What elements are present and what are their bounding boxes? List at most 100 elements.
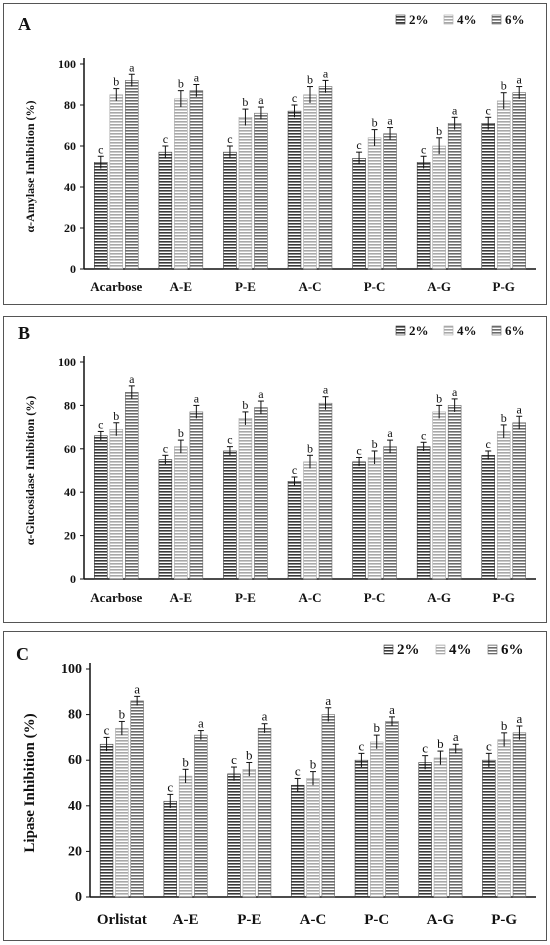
bar-a-e-4pct xyxy=(178,775,193,898)
legend-label: 2% xyxy=(409,12,429,27)
bar-a-e-2pct xyxy=(158,459,173,580)
significance-letter: a xyxy=(323,66,329,80)
significance-letter: b xyxy=(246,747,253,762)
bar-a-e-4pct xyxy=(174,446,188,580)
bar-acarbose-4pct xyxy=(109,94,124,270)
legend-label: 6% xyxy=(501,642,524,658)
y-tick-label: 100 xyxy=(61,662,82,677)
significance-letter: a xyxy=(258,93,264,107)
y-tick-label: 0 xyxy=(70,572,76,586)
bar-p-g-4pct xyxy=(496,431,511,580)
significance-letter: a xyxy=(194,391,200,405)
significance-letter: c xyxy=(98,142,103,156)
significance-letter: b xyxy=(436,124,442,138)
category-label: P-C xyxy=(364,279,386,294)
significance-letter: a xyxy=(387,114,393,128)
significance-letter: c xyxy=(98,417,103,431)
category-label: P-E xyxy=(235,590,256,605)
bar-p-e-6pct xyxy=(257,727,272,898)
significance-letter: b xyxy=(113,409,119,423)
legend-swatch xyxy=(383,644,394,655)
significance-letter: c xyxy=(359,738,365,753)
bar-p-e-6pct xyxy=(254,112,268,270)
significance-letter: b xyxy=(182,754,189,769)
bar-p-g-6pct xyxy=(512,92,526,270)
category-label: A-E xyxy=(173,912,199,928)
bar-p-g-2pct xyxy=(481,123,495,270)
category-label: A-E xyxy=(170,590,192,605)
bar-p-c-6pct xyxy=(383,446,397,580)
bar-p-g-4pct xyxy=(496,100,511,270)
y-tick-label: 80 xyxy=(68,708,82,723)
significance-letter: a xyxy=(452,385,458,399)
bar-p-g-6pct xyxy=(512,732,527,898)
y-tick-label: 40 xyxy=(64,485,76,499)
significance-letter: c xyxy=(163,132,168,146)
significance-letter: c xyxy=(486,103,491,117)
bar-p-g-2pct xyxy=(481,455,495,580)
significance-letter: c xyxy=(486,738,492,753)
category-label: Acarbose xyxy=(90,279,142,294)
bar-a-c-2pct xyxy=(287,110,302,270)
significance-letter: a xyxy=(129,372,135,386)
significance-letter: b xyxy=(119,706,126,721)
legend-swatch xyxy=(491,325,502,336)
bar-acarbose-4pct xyxy=(109,428,124,580)
bar-p-e-2pct xyxy=(227,773,241,898)
panel-label: A xyxy=(18,14,31,34)
chart-panel-c: C Lipase Inhibition (%) 0 20 40 60 80 100 c b a Orl… xyxy=(3,631,547,941)
category-label: P-G xyxy=(493,279,515,294)
category-label: Orlistat xyxy=(97,912,147,928)
bar-a-g-6pct xyxy=(447,405,462,580)
significance-letter: b xyxy=(307,441,313,455)
significance-letter: c xyxy=(486,437,491,451)
y-axis-label: Lipase Inhibition (%) xyxy=(22,713,38,852)
category-label: Acarbose xyxy=(90,590,142,605)
bar-a-g-4pct xyxy=(433,757,448,898)
significance-letter: c xyxy=(295,763,301,778)
category-label: A-C xyxy=(298,590,321,605)
category-label: A-E xyxy=(170,279,192,294)
category-label: A-G xyxy=(427,279,451,294)
category-label: P-C xyxy=(364,590,386,605)
bar-orlistat-2pct xyxy=(99,743,114,898)
y-tick-label: 60 xyxy=(64,139,76,153)
bar-a-e-6pct xyxy=(189,411,204,580)
y-tick-label: 100 xyxy=(58,355,76,369)
bar-p-e-4pct xyxy=(242,769,256,898)
bar-a-c-4pct xyxy=(303,94,317,270)
legend-label: 6% xyxy=(505,323,525,338)
significance-letter: b xyxy=(310,757,317,772)
chart-a: Aα-Amylase Inhibition (%)020406080100cba… xyxy=(18,12,536,294)
significance-letter: a xyxy=(517,711,523,726)
y-tick-label: 0 xyxy=(75,890,82,905)
category-label: P-G xyxy=(491,912,517,928)
category-label: P-E xyxy=(237,912,261,928)
y-tick-label: 40 xyxy=(68,799,82,814)
bar-acarbose-2pct xyxy=(94,162,108,270)
significance-letter: b xyxy=(436,391,442,405)
legend-label: 2% xyxy=(409,323,429,338)
bar-p-g-4pct xyxy=(497,739,511,898)
significance-letter: a xyxy=(387,426,393,440)
significance-letter: b xyxy=(178,426,184,440)
significance-letter: a xyxy=(453,729,459,744)
bar-p-e-4pct xyxy=(238,117,253,270)
significance-letter: b xyxy=(373,720,380,735)
y-tick-label: 60 xyxy=(64,442,76,456)
y-axis-label: α-Amylase Inhibition (%) xyxy=(23,100,37,232)
bar-a-g-4pct xyxy=(432,411,446,580)
bar-a-e-4pct xyxy=(174,98,188,270)
bar-orlistat-6pct xyxy=(130,700,144,898)
bar-p-g-6pct xyxy=(512,422,526,580)
significance-letter: c xyxy=(356,138,361,152)
category-label: A-C xyxy=(298,279,321,294)
category-label: A-C xyxy=(300,912,327,928)
significance-letter: b xyxy=(372,116,378,130)
significance-letter: a xyxy=(325,693,331,708)
significance-letter: c xyxy=(356,443,361,457)
significance-letter: c xyxy=(421,428,426,442)
significance-letter: c xyxy=(104,722,110,737)
